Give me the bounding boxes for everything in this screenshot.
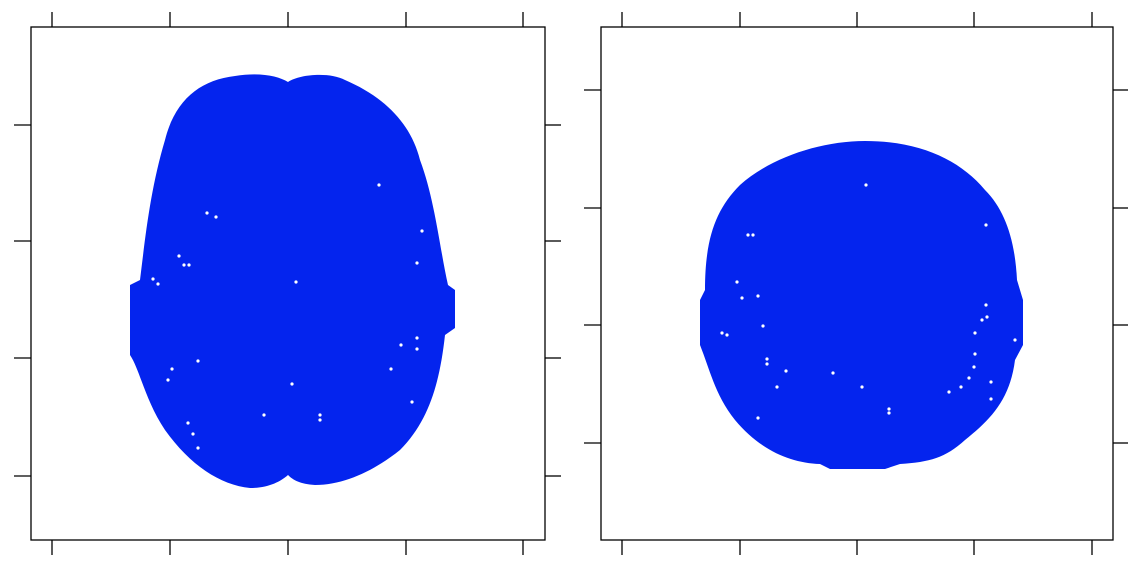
hole bbox=[973, 352, 976, 355]
hole bbox=[775, 385, 778, 388]
hole bbox=[746, 233, 749, 236]
page: (() => { const data = JSON.parse(documen… bbox=[0, 0, 1130, 564]
hole bbox=[740, 296, 743, 299]
hole bbox=[751, 233, 754, 236]
hole bbox=[415, 347, 418, 350]
hole bbox=[318, 413, 321, 416]
hole bbox=[756, 416, 759, 419]
slice-region bbox=[700, 141, 1023, 469]
hole bbox=[415, 336, 418, 339]
hole bbox=[196, 359, 199, 362]
slice-region bbox=[130, 74, 455, 488]
hole bbox=[262, 413, 265, 416]
hole bbox=[989, 397, 992, 400]
hole bbox=[735, 280, 738, 283]
hole bbox=[214, 215, 217, 218]
hole bbox=[973, 331, 976, 334]
hole bbox=[959, 385, 962, 388]
hole bbox=[984, 223, 987, 226]
hole bbox=[989, 380, 992, 383]
hole bbox=[864, 183, 867, 186]
hole bbox=[187, 263, 190, 266]
hole bbox=[984, 303, 987, 306]
hole bbox=[415, 261, 418, 264]
hole bbox=[860, 385, 863, 388]
hole bbox=[151, 277, 154, 280]
hole bbox=[980, 318, 983, 321]
hole bbox=[765, 362, 768, 365]
hole bbox=[972, 365, 975, 368]
hole bbox=[887, 411, 890, 414]
hole bbox=[318, 418, 321, 421]
hole bbox=[761, 324, 764, 327]
hole bbox=[831, 371, 834, 374]
hole bbox=[177, 254, 180, 257]
hole bbox=[166, 378, 169, 381]
hole bbox=[756, 294, 759, 297]
hole bbox=[377, 183, 380, 186]
hole bbox=[156, 282, 159, 285]
hole bbox=[182, 263, 185, 266]
hole bbox=[765, 357, 768, 360]
hole bbox=[170, 367, 173, 370]
hole bbox=[290, 382, 293, 385]
hole bbox=[294, 280, 297, 283]
figure bbox=[0, 0, 1130, 564]
hole bbox=[985, 315, 988, 318]
hole bbox=[1013, 338, 1016, 341]
hole bbox=[947, 390, 950, 393]
hole bbox=[205, 211, 208, 214]
hole bbox=[399, 343, 402, 346]
hole bbox=[410, 400, 413, 403]
hole bbox=[720, 331, 723, 334]
hole bbox=[196, 446, 199, 449]
hole bbox=[191, 432, 194, 435]
hole bbox=[389, 367, 392, 370]
hole bbox=[420, 229, 423, 232]
hole bbox=[186, 421, 189, 424]
hole bbox=[725, 333, 728, 336]
hole bbox=[887, 407, 890, 410]
hole bbox=[967, 376, 970, 379]
hole bbox=[784, 369, 787, 372]
